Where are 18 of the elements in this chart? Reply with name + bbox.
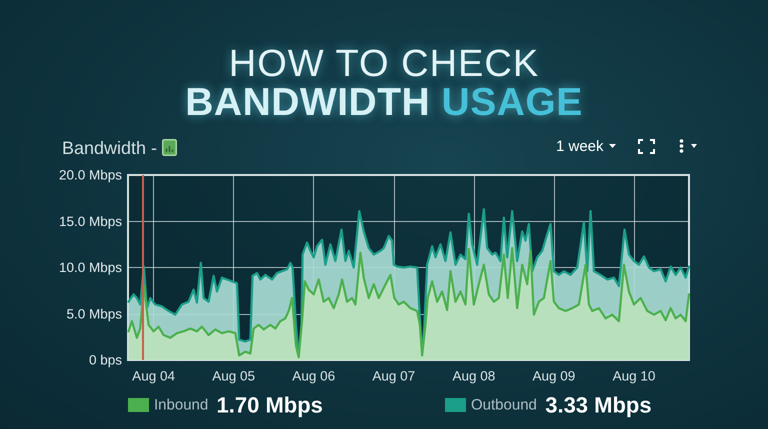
y-tick-label: 0 bps xyxy=(88,352,122,368)
y-tick-label: 10.0 Mbps xyxy=(58,260,122,275)
x-tick-label: Aug 08 xyxy=(452,368,496,384)
legend-label: Outbound xyxy=(471,396,537,414)
y-tick-label: 5.0 Mbps xyxy=(66,306,122,322)
legend-label: Inbound xyxy=(154,396,208,414)
x-tick-label: Aug 06 xyxy=(292,368,336,384)
text: 1 week xyxy=(556,138,604,154)
text: 1.70 Mbps xyxy=(216,392,323,418)
x-tick-label: Aug 05 xyxy=(212,368,256,384)
y-tick-label: 15.0 Mbps xyxy=(58,214,122,229)
x-tick-label: Aug 04 xyxy=(132,368,176,384)
y-axis-title: Bandwidth - xyxy=(62,138,158,158)
x-tick-label: Aug 09 xyxy=(532,368,576,384)
y-tick-label: 20.0 Mbps xyxy=(58,168,122,182)
x-tick-label: Aug 10 xyxy=(612,368,656,384)
x-tick-label: Aug 07 xyxy=(372,368,416,384)
text: 3.33 Mbps xyxy=(545,392,652,418)
